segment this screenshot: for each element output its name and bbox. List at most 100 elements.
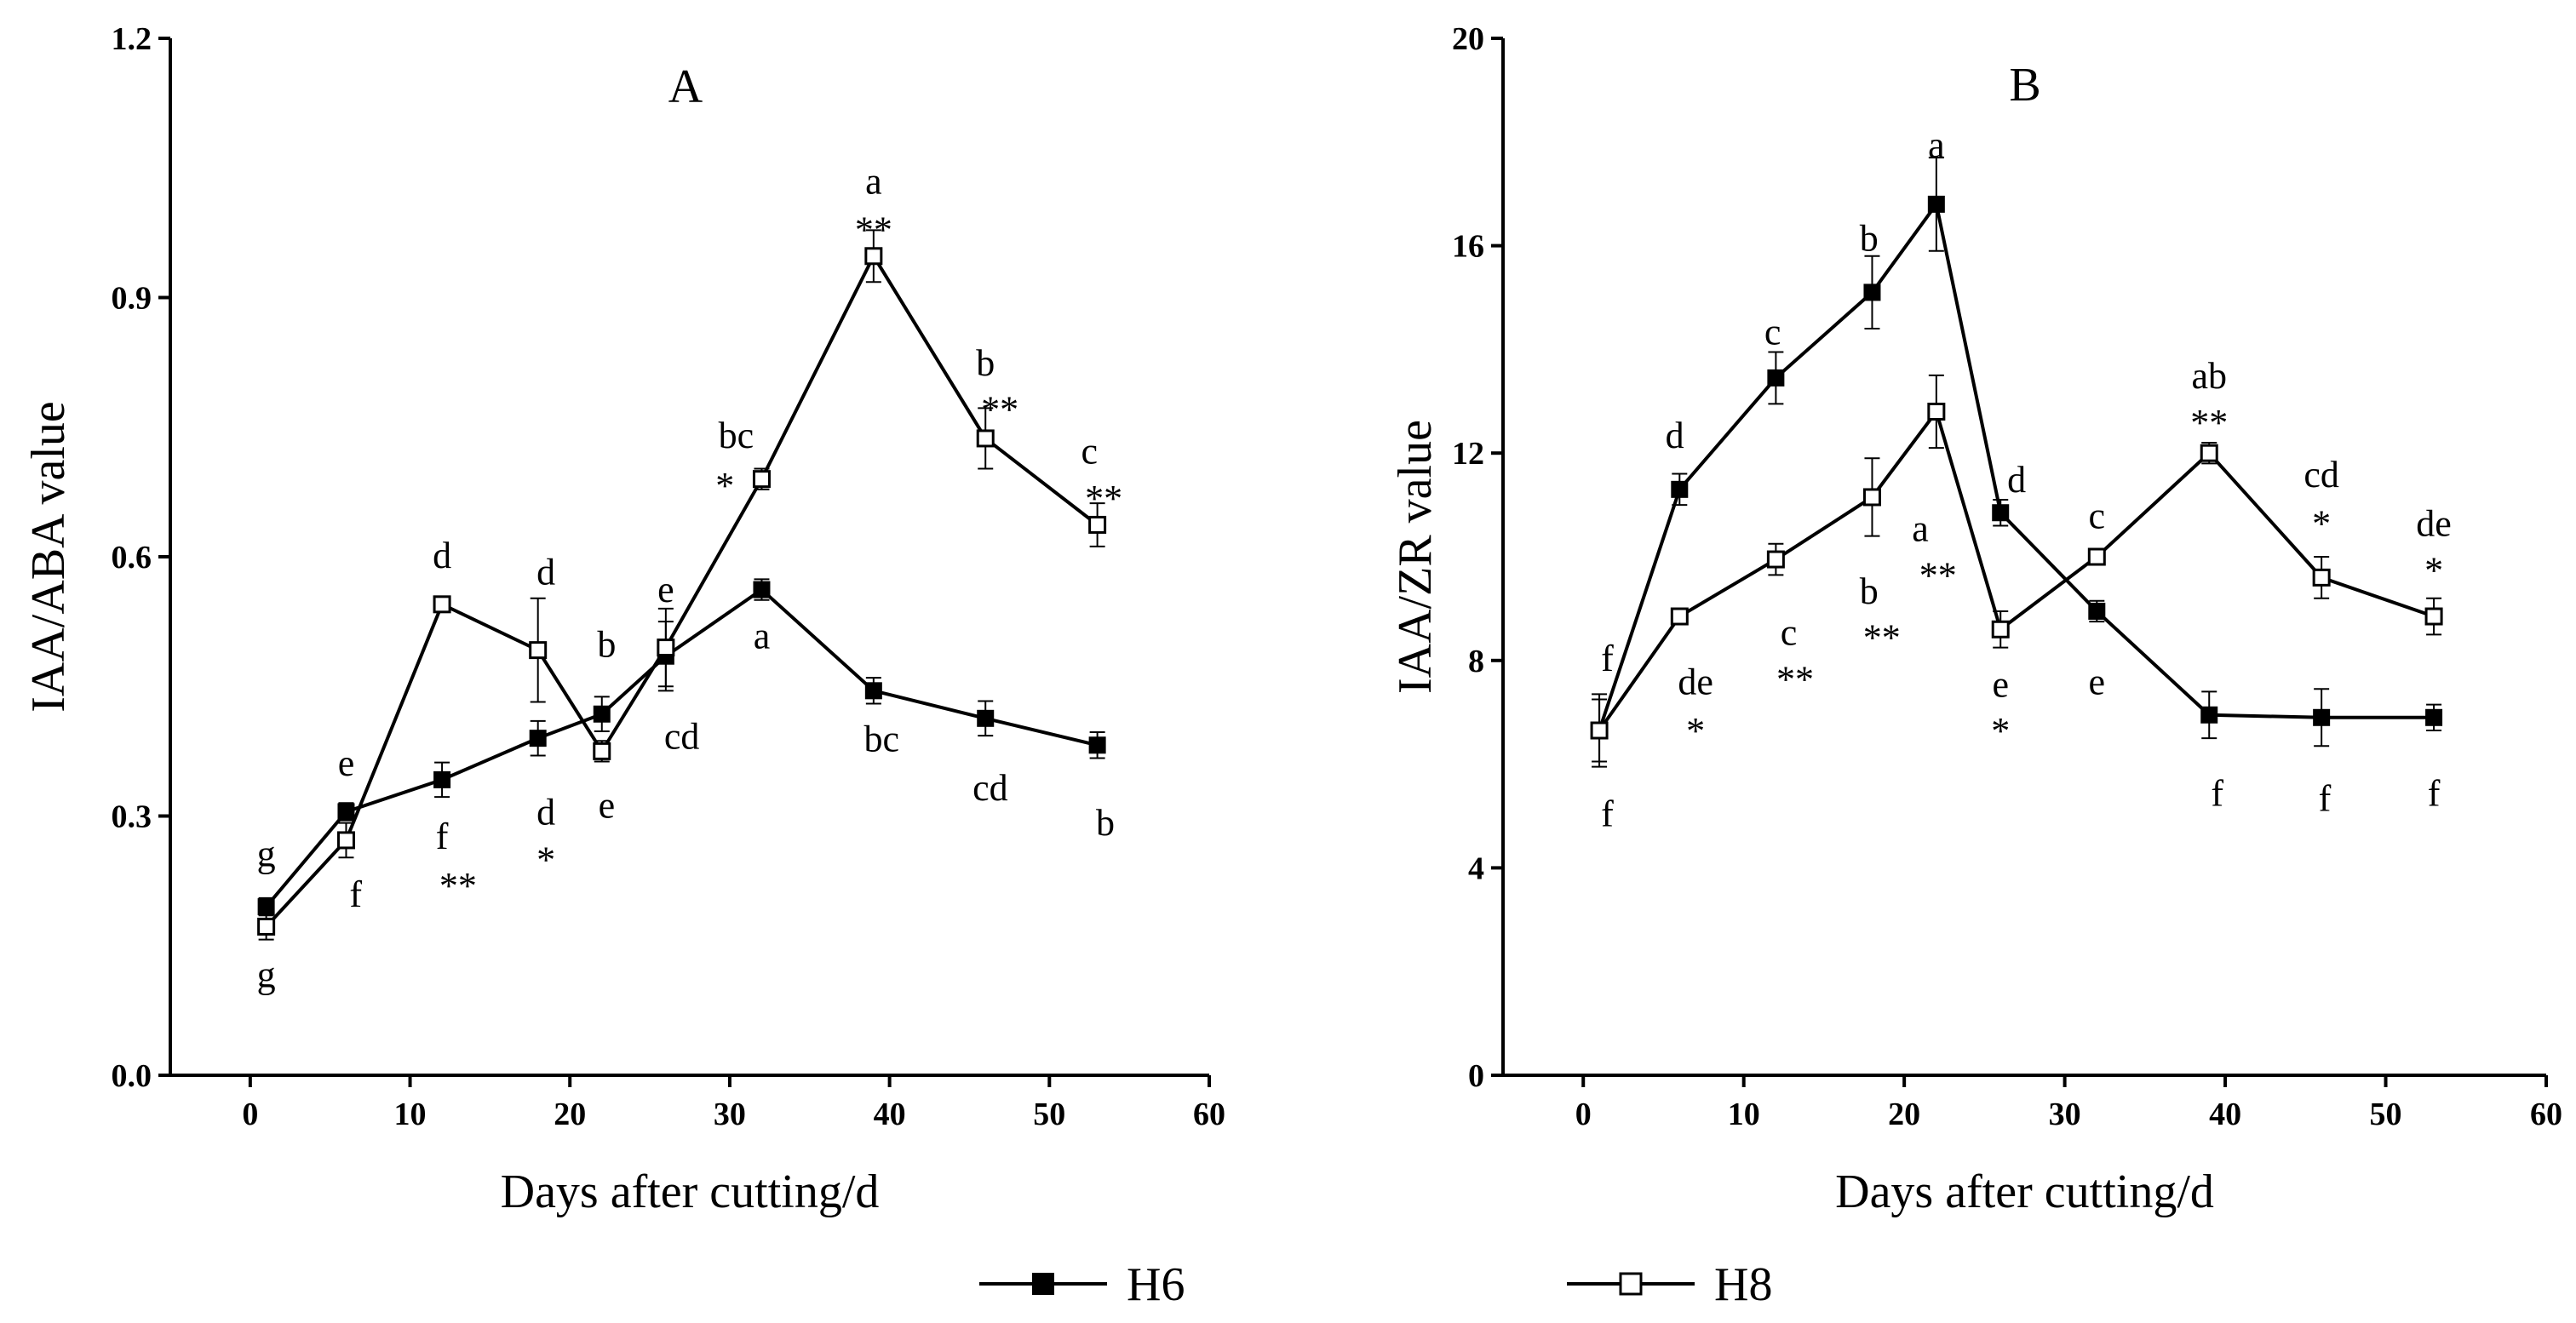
legend-item-h6: H6: [979, 1258, 1185, 1311]
x-tick-label: 0: [1575, 1097, 1592, 1132]
annotation-label: de: [2416, 503, 2452, 545]
y-tick-label: 4: [1468, 850, 1484, 886]
data-point-h8: [1088, 515, 1107, 534]
data-point-h6: [257, 898, 275, 916]
annotation-label: c: [2089, 495, 2106, 537]
annotation-label: bc: [719, 415, 754, 456]
annotation-label: g: [257, 954, 276, 995]
data-point-h8: [529, 641, 548, 660]
y-tick-label: 1.2: [112, 21, 152, 57]
annotation-label: c: [1081, 430, 1098, 472]
annotation-label: f: [2319, 777, 2332, 819]
data-point-h8: [2087, 547, 2106, 566]
data-point-h6: [1767, 369, 1785, 387]
series-line-h8: [265, 252, 1099, 928]
panel-title: A: [668, 60, 703, 113]
annotation-label: b: [1860, 218, 1879, 260]
data-point-h8: [2312, 568, 2331, 587]
annotation-label: *: [1991, 710, 2010, 752]
x-tick-label: 60: [1193, 1097, 1225, 1132]
annotation-label: **: [1776, 658, 1814, 700]
annotation-label: e: [338, 742, 355, 784]
x-tick-label: 50: [1033, 1097, 1065, 1132]
x-tick-label: 60: [2530, 1097, 2562, 1132]
annotation-label: e: [2089, 661, 2106, 702]
annotation-label: **: [1919, 555, 1957, 597]
data-point-h6: [529, 730, 547, 747]
series-line-h8: [1598, 408, 2435, 732]
annotation-label: de: [1678, 661, 1713, 702]
annotation-label: f: [2211, 772, 2223, 814]
data-point-h8: [1590, 721, 1609, 740]
data-point-h8: [1670, 607, 1689, 626]
annotation-label: g: [257, 833, 276, 874]
legend-label-h6: H6: [1127, 1258, 1185, 1311]
data-point-h8: [433, 595, 451, 614]
y-axis-title: IAA/ABA value: [22, 401, 75, 713]
x-tick-label: 30: [714, 1097, 746, 1132]
legend-marker-open-square: [1619, 1272, 1643, 1296]
data-point-h6: [1863, 284, 1881, 301]
panel-b-chart: 0 10 20 30 40 50 60 0 4 8 12 16 20 Days after cutting…: [1389, 21, 2562, 1218]
y-tick-label: 0.3: [112, 799, 152, 835]
annotation-label: *: [2312, 503, 2331, 545]
y-tick-label: 12: [1452, 436, 1484, 472]
y-tick-label: 0.6: [112, 540, 152, 576]
annotation-label: ab: [2191, 355, 2227, 397]
annotation-label: f: [1601, 793, 1614, 835]
data-point-h8: [1991, 620, 2010, 639]
legend: H6 H8: [979, 1258, 1772, 1311]
x-tick-label: 40: [2209, 1097, 2241, 1132]
data-point-h8: [2200, 444, 2218, 462]
annotation-label: b: [1096, 802, 1115, 844]
data-point-h8: [257, 917, 276, 936]
y-axis-title: IAA/ZR value: [1389, 420, 1442, 694]
annotation-label: *: [1686, 710, 1705, 752]
data-point-h8: [1927, 402, 1946, 421]
y-tick-label: 0.0: [112, 1058, 152, 1094]
series-line-h6: [265, 587, 1099, 908]
annotation-label: f: [2428, 772, 2441, 814]
annotation-label: b: [1860, 570, 1879, 612]
data-point-h8: [593, 742, 611, 760]
y-tick-label: 0: [1468, 1058, 1484, 1094]
x-axis-title: Days after cutting/d: [501, 1166, 880, 1218]
annotation-label: *: [2424, 549, 2443, 591]
x-tick-label: 20: [554, 1097, 586, 1132]
data-point-h6: [1088, 736, 1106, 754]
data-point-h6: [337, 803, 355, 821]
annotation-label: e: [599, 785, 616, 827]
annotation-label: f: [349, 873, 362, 915]
legend-marker-filled-square: [1032, 1273, 1054, 1295]
x-tick-label: 50: [2370, 1097, 2402, 1132]
annotation-label: **: [439, 865, 477, 907]
panel-title: B: [2009, 59, 2040, 112]
data-point-h6: [2425, 708, 2443, 726]
x-tick-label: 20: [1888, 1097, 1920, 1132]
data-point-h6: [2313, 708, 2331, 726]
annotation-label: **: [2190, 402, 2228, 444]
annotation-label: d: [2007, 459, 2026, 501]
panel-a-chart: 0 10 20 30 40 50 60 0.0 0.3 0.6 0.9 1.2 Days after c…: [22, 21, 1225, 1218]
data-point-h8: [1766, 550, 1785, 569]
annotation-label: d: [536, 551, 555, 593]
data-point-h8: [752, 470, 771, 489]
data-point-h6: [1992, 504, 2010, 522]
data-point-h6: [753, 581, 771, 598]
data-point-h6: [593, 705, 611, 723]
annotation-label: bc: [863, 718, 899, 759]
annotation-label: e: [657, 569, 674, 610]
annotation-label: **: [1085, 478, 1122, 519]
annotation-label: a: [865, 161, 882, 203]
annotation-label: *: [536, 839, 555, 880]
y-tick-label: 8: [1468, 644, 1484, 679]
annotation-label: cd: [664, 715, 700, 757]
x-axis-title: Days after cutting/d: [1835, 1166, 2214, 1218]
annotation-label: c: [1781, 612, 1798, 654]
x-tick-label: 0: [242, 1097, 258, 1132]
annotation-label: d: [1666, 415, 1684, 456]
data-point-h6: [1671, 480, 1689, 498]
data-point-h6: [433, 770, 451, 788]
data-point-h6: [2088, 602, 2106, 620]
